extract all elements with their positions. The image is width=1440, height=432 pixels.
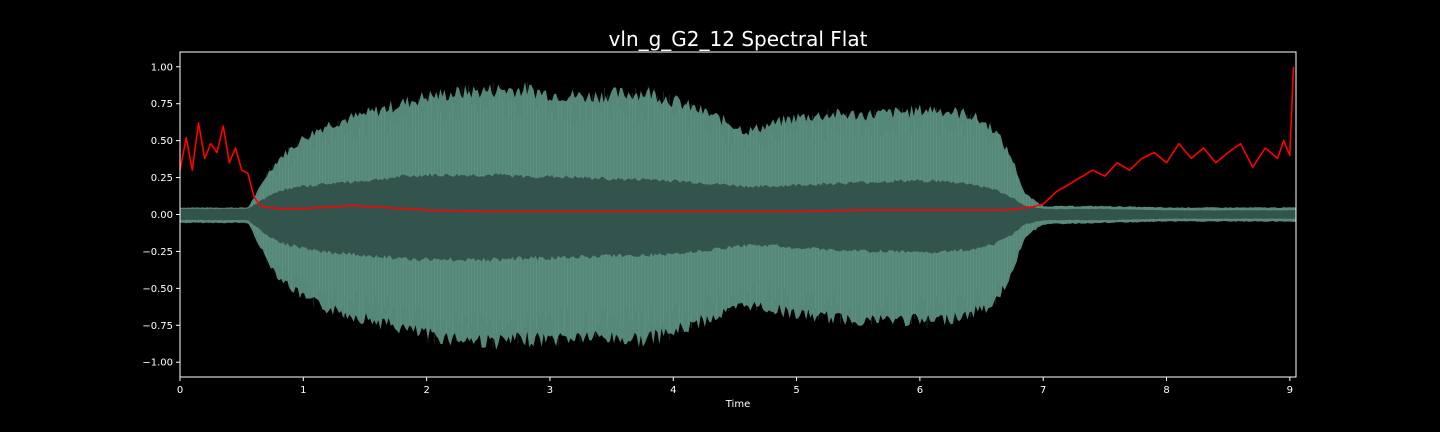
plot-area <box>179 66 1297 350</box>
waveform-inner-envelope <box>180 173 1296 262</box>
y-tick-label: 1.00 <box>151 62 173 73</box>
y-tick-label: −0.75 <box>142 321 173 332</box>
y-tick-label: −0.50 <box>142 284 173 295</box>
y-tick-label: 0.00 <box>151 210 173 221</box>
x-tick-label: 6 <box>917 385 923 396</box>
spectral-flatness-line <box>179 66 1295 213</box>
x-axis-label: Time <box>725 399 750 410</box>
x-axis: 0 1 2 3 4 5 6 7 8 9 <box>177 377 1293 396</box>
x-tick-label: 2 <box>423 385 429 396</box>
y-tick-label: −1.00 <box>142 358 173 369</box>
x-tick-label: 8 <box>1163 385 1169 396</box>
y-tick-label: 0.75 <box>151 99 173 110</box>
y-tick-label: 0.25 <box>151 173 173 184</box>
x-tick-label: 3 <box>547 385 553 396</box>
x-tick-label: 7 <box>1040 385 1046 396</box>
axes-frame <box>179 51 1297 378</box>
x-tick-label: 5 <box>793 385 799 396</box>
y-axis: −1.00 −0.75 −0.50 −0.25 0.00 0.25 0.50 0.75 1.00 <box>142 62 180 369</box>
y-tick-label: 0.50 <box>151 136 173 147</box>
chart-title: vln_g_G2_12 Spectral Flat <box>609 27 868 51</box>
x-tick-label: 0 <box>177 385 183 396</box>
x-tick-label: 1 <box>300 385 306 396</box>
x-tick-label: 9 <box>1287 385 1293 396</box>
y-tick-label: −0.25 <box>142 247 173 258</box>
x-tick-label: 4 <box>670 385 676 396</box>
